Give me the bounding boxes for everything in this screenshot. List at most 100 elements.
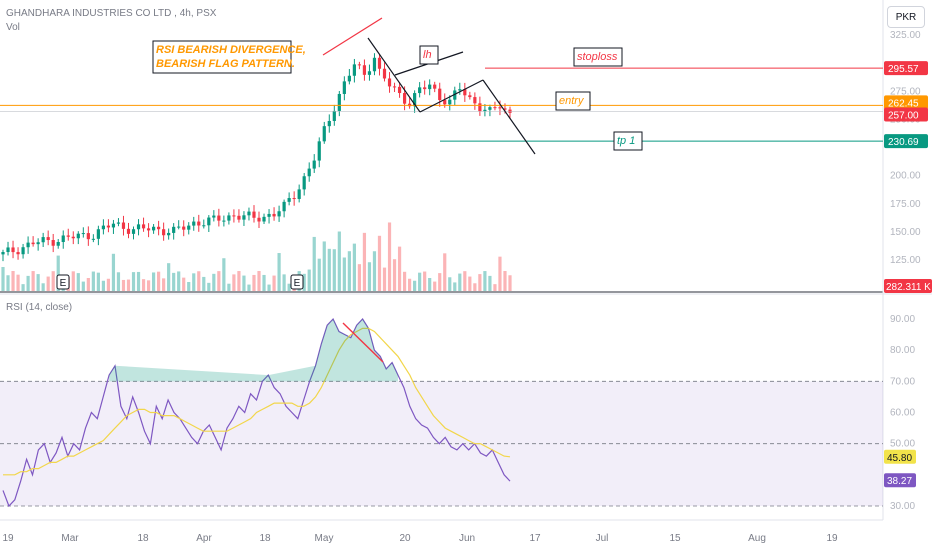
rsi-ma-line	[3, 327, 511, 476]
volume-bar	[382, 267, 387, 291]
volume-bar	[448, 277, 452, 291]
price-axis-label: 262.45	[888, 98, 919, 109]
volume-bar	[402, 271, 407, 291]
volume-bar	[347, 251, 351, 291]
volume-bar	[106, 278, 111, 291]
flagpole-line	[367, 37, 421, 113]
candle-body	[413, 93, 417, 107]
volume-bar	[372, 251, 377, 291]
tp1-note-box	[613, 131, 643, 151]
candle-body	[36, 242, 40, 245]
volume-bar	[172, 272, 176, 291]
volume-bar	[46, 276, 50, 291]
time-tick-label: 18	[137, 533, 149, 544]
candle-body	[362, 65, 367, 75]
volume-bar	[287, 283, 291, 291]
volume-bar	[312, 236, 316, 291]
volume-bar	[418, 272, 422, 291]
price-tick-label: 200.00	[890, 171, 921, 182]
candle-body	[51, 240, 55, 246]
volume-bar	[151, 272, 156, 291]
volume-bar	[56, 255, 60, 291]
currency-selector[interactable]: PKR	[887, 6, 925, 28]
candle-body	[177, 226, 181, 228]
time-tick-label: 20	[399, 533, 411, 544]
volume-bar	[222, 258, 226, 291]
candle-body	[96, 229, 100, 239]
candle-body	[212, 215, 216, 218]
candle-body	[443, 100, 447, 105]
candle-body	[372, 57, 377, 72]
earnings-marker	[290, 274, 304, 290]
candle-body	[397, 86, 402, 94]
volume-bar	[493, 284, 497, 291]
candle-body	[46, 237, 50, 241]
pattern-note-text: RSI BEARISH DIVERGENCE,	[156, 44, 306, 56]
volume-bar	[257, 271, 261, 291]
volume-bar	[357, 264, 362, 291]
volume-bar	[1, 267, 5, 291]
candle-body	[1, 252, 5, 255]
candle-body	[172, 226, 176, 233]
time-tick-label: 19	[826, 533, 838, 544]
rsi-axis-label: 45.80	[887, 453, 912, 464]
candle-body	[242, 215, 246, 220]
volume-bar	[408, 278, 412, 291]
volume-bar	[51, 271, 55, 291]
volume-bar	[458, 273, 462, 291]
candle-body	[131, 229, 136, 234]
entry-note-text: entry	[559, 95, 585, 107]
time-tick-label: Jun	[459, 533, 475, 544]
candle-body	[302, 176, 306, 190]
candle-body	[141, 224, 146, 229]
candle-body	[317, 141, 321, 161]
volume-bar	[322, 241, 326, 291]
volume-bar	[167, 263, 171, 291]
earnings-marker-label: E	[294, 278, 301, 289]
candle-body	[277, 211, 281, 217]
volume-bar	[121, 279, 126, 291]
volume-bar	[423, 271, 427, 291]
divergence-price-line	[322, 17, 383, 56]
volume-bar	[6, 275, 10, 291]
candle-body	[121, 222, 126, 229]
candle-body	[453, 90, 457, 100]
candle-body	[423, 87, 427, 90]
volume-bar	[76, 273, 80, 291]
stoploss-note-box	[573, 47, 623, 67]
volume-bar	[207, 282, 211, 291]
volume-bar	[478, 274, 482, 291]
volume-bar	[197, 271, 201, 291]
candle-body	[56, 242, 60, 246]
volume-bar	[307, 269, 311, 291]
volume-bar	[252, 274, 256, 291]
candle-body	[11, 247, 15, 253]
candle-body	[6, 247, 10, 253]
time-tick-label: 17	[529, 533, 541, 544]
volume-axis-label-bg	[884, 279, 932, 293]
price-tick-label: 325.00	[890, 30, 921, 41]
candle-body	[357, 64, 362, 66]
time-tick-label: May	[315, 533, 334, 544]
candle-body	[91, 238, 95, 240]
stoploss-note-text: stoploss	[577, 51, 618, 63]
volume-bar	[187, 282, 191, 291]
volume-bar	[317, 258, 321, 291]
rsi-axis-label: 38.27	[887, 476, 912, 487]
volume-bar	[438, 273, 442, 291]
candle-body	[257, 217, 261, 222]
price-tick-label: 125.00	[890, 255, 921, 266]
candle-body	[111, 223, 116, 228]
candle-body	[418, 87, 422, 94]
candle-body	[182, 226, 186, 230]
candle-body	[217, 215, 221, 221]
volume-bar	[397, 246, 402, 291]
candle-body	[202, 225, 206, 227]
volume-bar	[503, 271, 507, 291]
projection-line	[482, 79, 536, 155]
candle-body	[503, 108, 507, 110]
volume-label: Vol	[6, 22, 20, 33]
earnings-marker	[56, 274, 70, 290]
candle-body	[377, 57, 382, 69]
